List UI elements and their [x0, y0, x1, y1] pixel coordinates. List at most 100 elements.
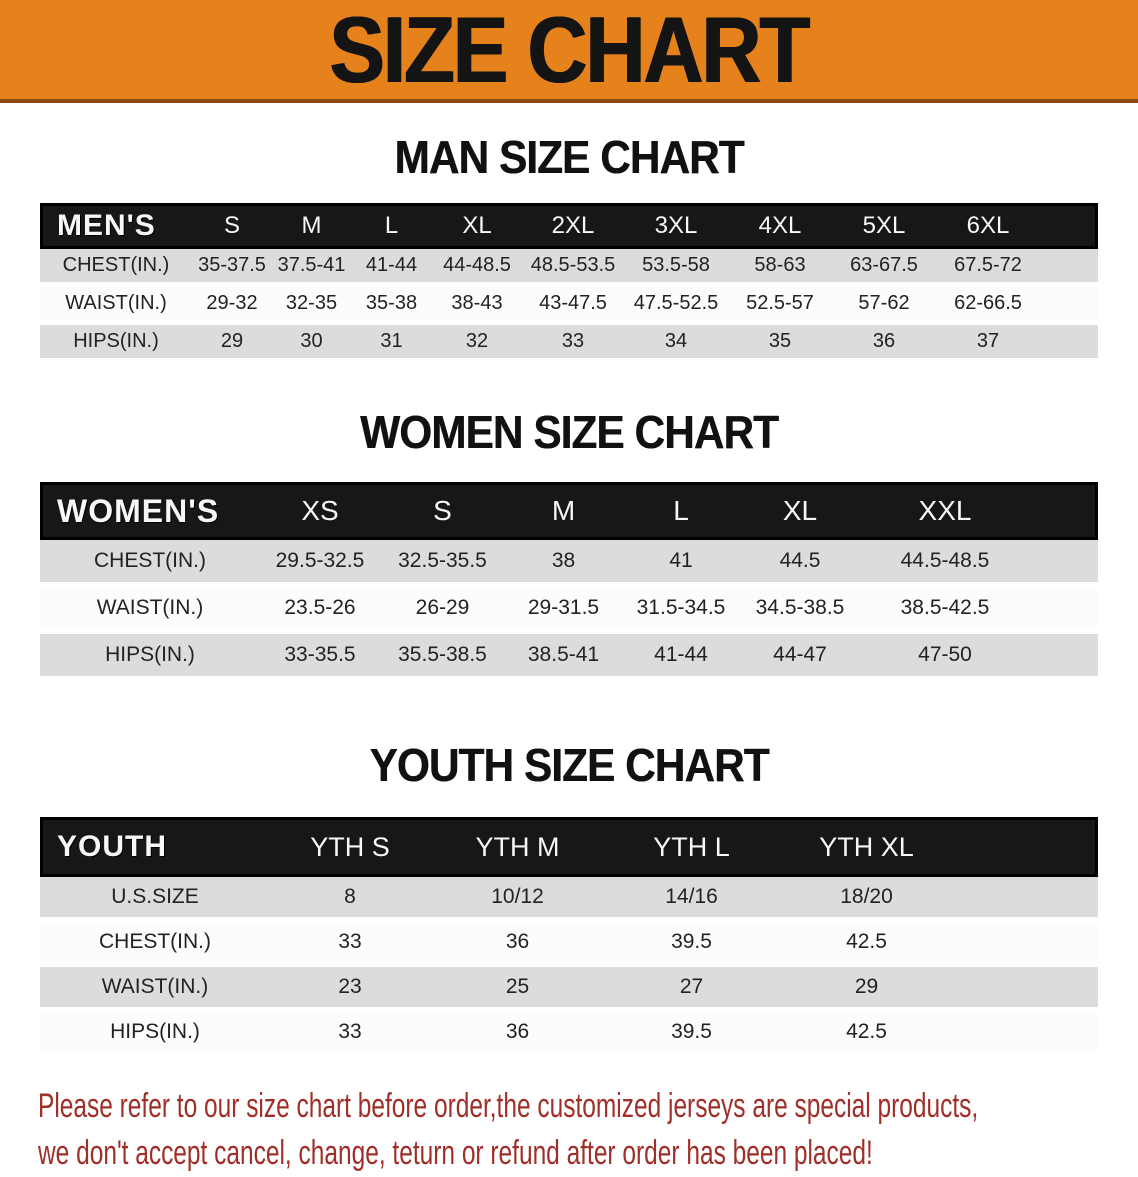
banner-title: SIZE CHART: [329, 0, 810, 102]
value-cell: 33-35.5: [260, 634, 380, 681]
value-cell: 58-63: [728, 249, 832, 287]
size-header-cell: L: [622, 482, 740, 540]
row-label: WAIST(IN.): [40, 587, 260, 634]
group-label: WOMEN'S: [40, 482, 260, 540]
row-label: CHEST(IN.): [40, 249, 192, 287]
value-cell: 41-44: [622, 634, 740, 681]
size-header-cell: YTH M: [430, 817, 605, 877]
value-cell: 42.5: [778, 1012, 955, 1057]
value-cell: 44.5-48.5: [860, 540, 1030, 587]
value-cell: 35-37.5: [192, 249, 272, 287]
value-cell: 39.5: [605, 1012, 778, 1057]
size-header-cell: 5XL: [832, 203, 936, 249]
value-cell: 8: [270, 877, 430, 922]
spacer-cell: [1040, 203, 1098, 249]
table-row: CHEST(IN.) 33 36 39.5 42.5: [40, 922, 1098, 967]
spacer-cell: [1030, 540, 1098, 587]
value-cell: 32.5-35.5: [380, 540, 505, 587]
group-label: YOUTH: [40, 817, 270, 877]
value-cell: 63-67.5: [832, 249, 936, 287]
value-cell: 37: [936, 325, 1040, 363]
table-row: HIPS(IN.) 29 30 31 32 33 34 35 36 37: [40, 325, 1098, 363]
row-label: U.S.SIZE: [40, 877, 270, 922]
value-cell: 38-43: [432, 287, 522, 325]
size-header-cell: 2XL: [522, 203, 624, 249]
value-cell: 29: [778, 967, 955, 1012]
value-cell: 62-66.5: [936, 287, 1040, 325]
value-cell: 53.5-58: [624, 249, 728, 287]
value-cell: 29-31.5: [505, 587, 622, 634]
table-row: HIPS(IN.) 33-35.5 35.5-38.5 38.5-41 41-44 44-…: [40, 634, 1098, 681]
row-label: WAIST(IN.): [40, 287, 192, 325]
section-men: MAN SIZE CHART MEN'S S M L XL 2XL 3XL 4XL 5XL 6XL…: [0, 130, 1138, 363]
value-cell: 36: [430, 1012, 605, 1057]
size-header-cell: XL: [432, 203, 522, 249]
value-cell: 34.5-38.5: [740, 587, 860, 634]
section-heading-men: MAN SIZE CHART: [394, 131, 744, 183]
value-cell: 52.5-57: [728, 287, 832, 325]
table-row: WAIST(IN.) 23 25 27 29: [40, 967, 1098, 1012]
spacer-cell: [1030, 587, 1098, 634]
size-header-cell: M: [505, 482, 622, 540]
value-cell: 36: [832, 325, 936, 363]
size-header-cell: M: [272, 203, 351, 249]
value-cell: 33: [522, 325, 624, 363]
value-cell: 34: [624, 325, 728, 363]
youth-size-table: YOUTH YTH S YTH M YTH L YTH XL U.S.SIZE 8 10/12…: [40, 817, 1098, 1057]
value-cell: 29-32: [192, 287, 272, 325]
value-cell: 38.5-41: [505, 634, 622, 681]
table-row: WAIST(IN.) 23.5-26 26-29 29-31.5 31.5-34.5 34…: [40, 587, 1098, 634]
value-cell: 42.5: [778, 922, 955, 967]
size-header-cell: YTH L: [605, 817, 778, 877]
value-cell: 67.5-72: [936, 249, 1040, 287]
value-cell: 14/16: [605, 877, 778, 922]
value-cell: 23.5-26: [260, 587, 380, 634]
value-cell: 44-47: [740, 634, 860, 681]
size-header-cell: 6XL: [936, 203, 1040, 249]
size-header-cell: 3XL: [624, 203, 728, 249]
value-cell: 26-29: [380, 587, 505, 634]
value-cell: 44-48.5: [432, 249, 522, 287]
men-size-table: MEN'S S M L XL 2XL 3XL 4XL 5XL 6XL CHEST(IN.) 35-37…: [40, 203, 1098, 363]
value-cell: 31: [351, 325, 432, 363]
spacer-cell: [955, 817, 1098, 877]
women-size-table: WOMEN'S XS S M L XL XXL CHEST(IN.) 29.5-32.5 32.5…: [40, 482, 1098, 681]
table-header-row: WOMEN'S XS S M L XL XXL: [40, 482, 1098, 540]
table-row: U.S.SIZE 8 10/12 14/16 18/20: [40, 877, 1098, 922]
row-label: HIPS(IN.): [40, 325, 192, 363]
size-header-cell: YTH XL: [778, 817, 955, 877]
group-label: MEN'S: [40, 203, 192, 249]
row-label: CHEST(IN.): [40, 922, 270, 967]
value-cell: 18/20: [778, 877, 955, 922]
value-cell: 25: [430, 967, 605, 1012]
value-cell: 31.5-34.5: [622, 587, 740, 634]
value-cell: 37.5-41: [272, 249, 351, 287]
value-cell: 43-47.5: [522, 287, 624, 325]
spacer-cell: [955, 922, 1098, 967]
size-header-cell: S: [192, 203, 272, 249]
value-cell: 29: [192, 325, 272, 363]
section-heading-youth: YOUTH SIZE CHART: [369, 739, 769, 791]
value-cell: 57-62: [832, 287, 936, 325]
value-cell: 41-44: [351, 249, 432, 287]
value-cell: 35: [728, 325, 832, 363]
row-label: WAIST(IN.): [40, 967, 270, 1012]
spacer-cell: [1030, 482, 1098, 540]
section-women: WOMEN SIZE CHART WOMEN'S XS S M L XL XXL CHEST(…: [0, 405, 1138, 681]
section-youth: YOUTH SIZE CHART YOUTH YTH S YTH M YTH L YTH…: [0, 738, 1138, 1057]
size-header-cell: XL: [740, 482, 860, 540]
value-cell: 41: [622, 540, 740, 587]
value-cell: 38.5-42.5: [860, 587, 1030, 634]
row-label: CHEST(IN.): [40, 540, 260, 587]
value-cell: 32: [432, 325, 522, 363]
table-row: CHEST(IN.) 29.5-32.5 32.5-35.5 38 41 44.5 44.5…: [40, 540, 1098, 587]
value-cell: 35-38: [351, 287, 432, 325]
table-header-row: YOUTH YTH S YTH M YTH L YTH XL: [40, 817, 1098, 877]
value-cell: 48.5-53.5: [522, 249, 624, 287]
value-cell: 47.5-52.5: [624, 287, 728, 325]
disclaimer: Please refer to our size chart before or…: [0, 1083, 1138, 1177]
value-cell: 29.5-32.5: [260, 540, 380, 587]
row-label: HIPS(IN.): [40, 1012, 270, 1057]
value-cell: 44.5: [740, 540, 860, 587]
value-cell: 30: [272, 325, 351, 363]
